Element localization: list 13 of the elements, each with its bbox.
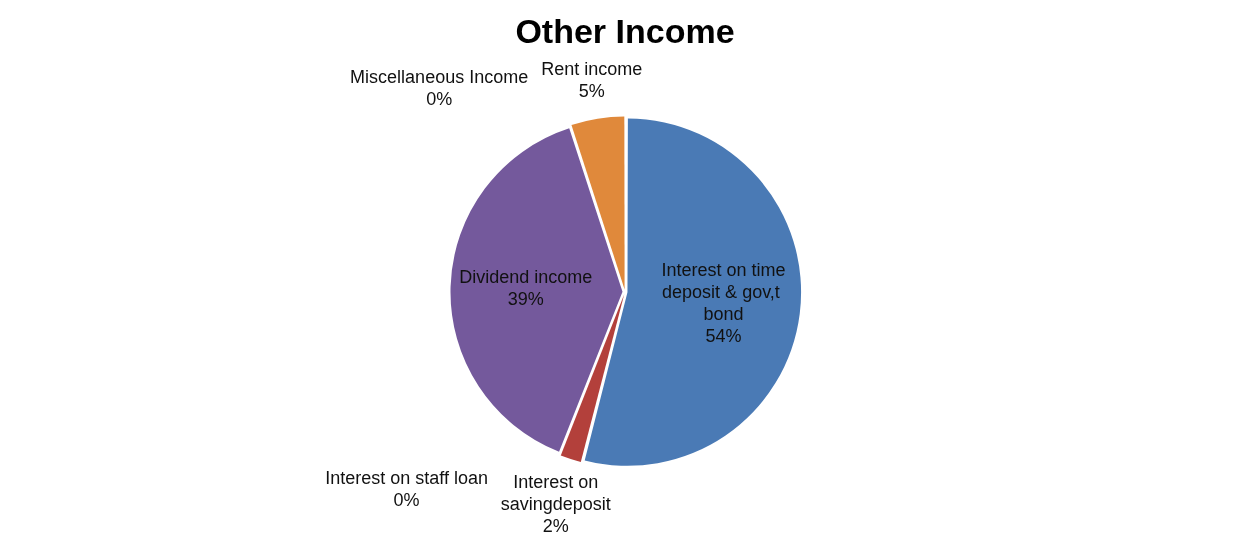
slice-label: Interest on time deposit & gov,t bond xyxy=(661,260,786,325)
data-label: 54% xyxy=(705,326,742,347)
slice-label: Interest on savingdeposit xyxy=(500,472,611,514)
data-label: 2% xyxy=(542,516,569,536)
data-label: 5% xyxy=(578,81,605,102)
text: 0% xyxy=(426,89,453,110)
category-label: Interest on staff loan xyxy=(325,468,488,488)
text: 0% xyxy=(393,490,420,510)
chart-title: Other Income xyxy=(515,11,735,50)
category-label: Miscellaneous Income xyxy=(350,67,529,88)
data-label: 39% xyxy=(507,288,544,309)
slice-label: Dividend income xyxy=(459,266,593,287)
slice-label: Rent income xyxy=(541,59,643,80)
